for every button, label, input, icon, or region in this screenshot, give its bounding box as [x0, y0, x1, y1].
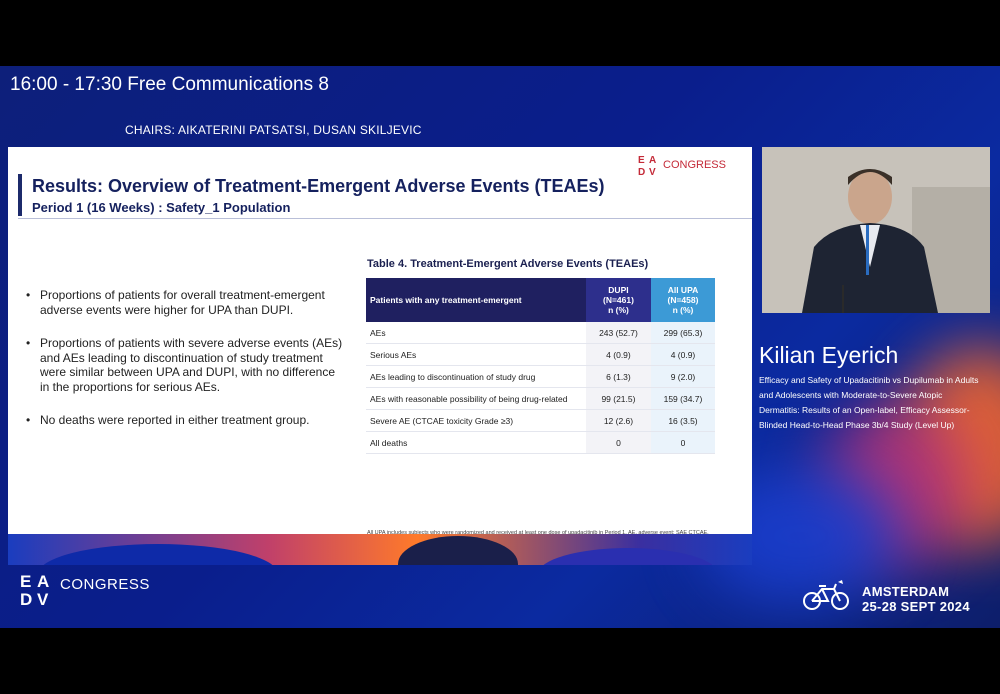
row-label: AEs [366, 322, 586, 344]
row-label: Severe AE (CTCAE toxicity Grade ≥3) [366, 409, 586, 432]
bullet-item: No deaths were reported in either treatm… [26, 413, 346, 428]
decorative-waves-graphic [43, 536, 713, 565]
table-title: Table 4. Treatment-Emergent Adverse Even… [367, 258, 649, 270]
upa-value: 4 (0.9) [650, 343, 715, 366]
dupi-value: 99 (21.5) [585, 387, 651, 410]
session-chairs: CHAIRS: AIKATERINI PATSATSI, DUSAN SKILJ… [125, 123, 422, 137]
title-accent-bar [18, 174, 22, 216]
upa-value: 0 [650, 431, 715, 454]
header-category: Patients with any treatment-emergent [366, 278, 586, 322]
slide-bottom-graphic [8, 534, 752, 565]
stream-stage: 16:00 - 17:30 Free Communications 8 CHAI… [0, 66, 1000, 628]
teae-table: Patients with any treatment-emergent DUP… [366, 278, 715, 454]
speaker-name: Kilian Eyerich [759, 342, 899, 368]
dupi-value: 0 [585, 431, 651, 454]
table-row: All deaths 0 0 [366, 431, 715, 454]
slide-logo-text: CONGRESS [663, 159, 726, 171]
table-row: AEs leading to discontinuation of study … [366, 365, 715, 388]
dupi-value: 243 (52.7) [585, 322, 651, 344]
slide-subtitle: Period 1 (16 Weeks) : Safety_1 Populatio… [32, 200, 291, 215]
speaker-silhouette-icon [762, 147, 990, 313]
upa-value: 9 (2.0) [650, 365, 715, 388]
dupi-value: 12 (2.6) [585, 409, 651, 432]
upa-value: 16 (3.5) [650, 409, 715, 432]
dupi-value: 4 (0.9) [585, 343, 651, 366]
table-header-row: Patients with any treatment-emergent DUP… [366, 278, 715, 322]
slide-logo: E A D V CONGRESS [636, 155, 746, 183]
speaker-video [762, 147, 990, 313]
header-dupi: DUPI (N=461) n (%) [585, 278, 651, 322]
dupi-value: 6 (1.3) [585, 365, 651, 388]
bicycle-icon [803, 580, 849, 610]
row-label: AEs leading to discontinuation of study … [366, 365, 586, 388]
upa-value: 159 (34.7) [650, 387, 715, 410]
eadv-congress-logo: E A D V CONGRESS [20, 572, 150, 609]
table-row: Severe AE (CTCAE toxicity Grade ≥3) 12 (… [366, 409, 715, 432]
table-row: AEs 243 (52.7) 299 (65.3) [366, 322, 715, 344]
event-dates: 25-28 SEPT 2024 [862, 599, 970, 614]
table-row: AEs with reasonable possibility of being… [366, 387, 715, 410]
table-row: Serious AEs 4 (0.9) 4 (0.9) [366, 343, 715, 366]
row-label: Serious AEs [366, 343, 586, 366]
bullet-item: Proportions of patients for overall trea… [26, 288, 346, 317]
title-divider [18, 218, 752, 219]
bullet-list: Proportions of patients for overall trea… [26, 288, 346, 447]
bullet-item: Proportions of patients with severe adve… [26, 336, 346, 394]
session-title: 16:00 - 17:30 Free Communications 8 [10, 74, 329, 95]
header-upa: All UPA (N=458) n (%) [650, 278, 715, 322]
slide-title: Results: Overview of Treatment-Emergent … [32, 176, 605, 196]
event-city: AMSTERDAM [862, 584, 950, 599]
talk-title: Efficacy and Safety of Upadacitinib vs D… [759, 375, 979, 430]
logo-text: CONGRESS [60, 576, 150, 593]
eadv-logo-icon: E A D V [638, 155, 657, 178]
row-label: AEs with reasonable possibility of being… [366, 387, 586, 410]
upa-value: 299 (65.3) [650, 322, 715, 344]
row-label: All deaths [366, 431, 586, 454]
presentation-slide: E A D V CONGRESS Results: Overview of Tr… [8, 147, 752, 565]
